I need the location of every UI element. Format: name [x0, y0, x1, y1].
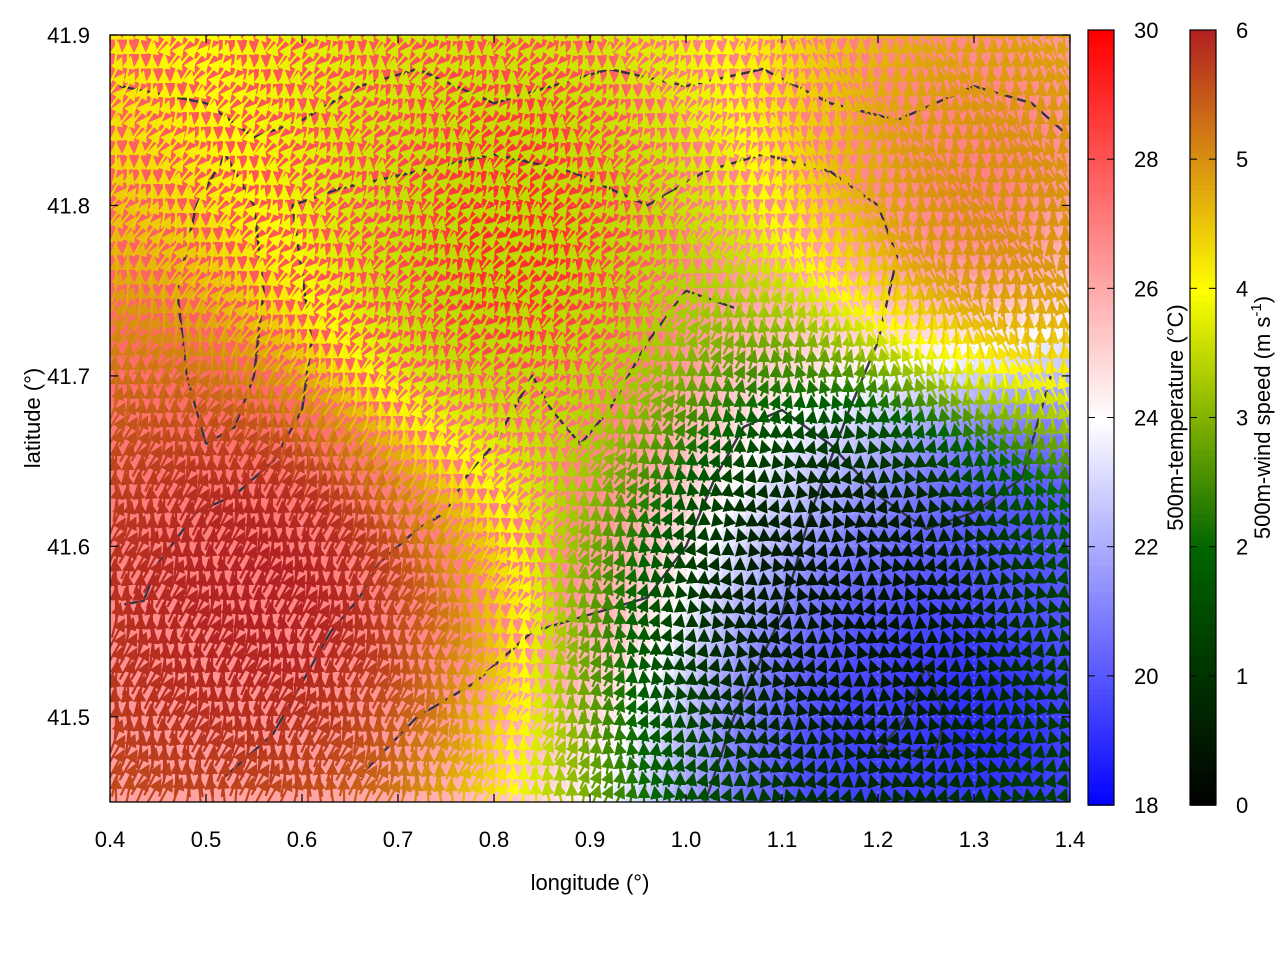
heatmap-cell	[590, 658, 603, 675]
heatmap-cell	[518, 130, 531, 148]
heatmap-cell	[542, 194, 555, 212]
heatmap-cell	[698, 434, 711, 452]
heatmap-cell	[590, 354, 603, 372]
heatmap-cell	[530, 498, 543, 516]
heatmap-cell	[578, 754, 591, 771]
heatmap-cell	[482, 354, 495, 372]
wind-vector	[121, 35, 135, 55]
wind-vector	[181, 84, 195, 112]
heatmap-cell	[602, 434, 615, 452]
heatmap-cell	[434, 194, 447, 212]
heatmap-cell	[638, 498, 651, 516]
heatmap-cell	[614, 450, 627, 468]
heatmap-cell	[458, 290, 471, 308]
heatmap-cell	[362, 434, 375, 452]
wind-vector	[229, 35, 243, 54]
heatmap-cell	[542, 514, 555, 532]
heatmap-cell	[722, 354, 735, 372]
heatmap-cell	[158, 354, 171, 372]
heatmap-cell	[350, 194, 363, 212]
heatmap-cell	[842, 514, 855, 532]
heatmap-cell	[806, 658, 819, 675]
heatmap-cell	[626, 130, 639, 148]
heatmap-cell	[650, 498, 663, 516]
heatmap-cell	[410, 35, 423, 52]
heatmap-cell	[818, 658, 831, 675]
heatmap-cell	[410, 130, 423, 148]
heatmap-cell	[554, 514, 567, 532]
heatmap-cell	[578, 194, 591, 212]
